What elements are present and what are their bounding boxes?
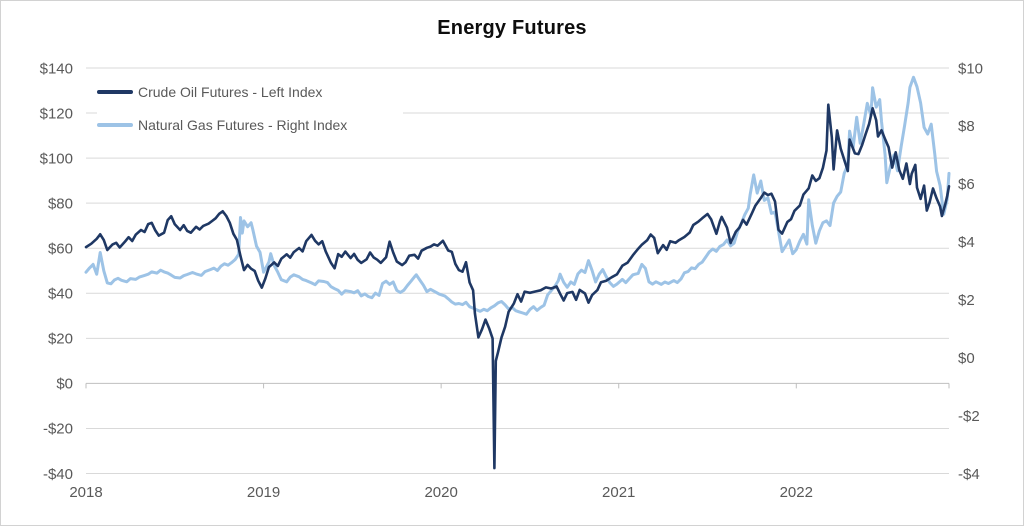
left-axis-tick-label: $140 — [40, 60, 73, 77]
x-axis-tick-label: 2021 — [602, 484, 635, 501]
x-axis-tick-label: 2019 — [247, 484, 280, 501]
legend-label-natural-gas: Natural Gas Futures - Right Index — [138, 116, 348, 133]
right-axis-tick-label: $8 — [958, 118, 975, 135]
right-axis-tick-label: -$4 — [958, 466, 980, 483]
left-axis-tick-label: $40 — [48, 286, 73, 303]
crude-oil-line-swatch-icon — [97, 89, 133, 94]
legend-item-crude-oil: Crude Oil Futures - Left Index — [97, 75, 403, 108]
x-axis-tick-label: 2020 — [424, 484, 457, 501]
series-line-natural-gas-futures-right-index — [84, 75, 951, 316]
legend-item-natural-gas: Natural Gas Futures - Right Index — [97, 108, 403, 141]
legend: Crude Oil Futures - Left Index Natural G… — [97, 73, 403, 143]
left-axis-tick-label: $80 — [48, 195, 73, 212]
left-axis-tick-label: $120 — [40, 105, 73, 122]
right-axis-tick-label: $4 — [958, 234, 975, 251]
right-axis-tick-label: -$2 — [958, 408, 980, 425]
left-axis-tick-label: $0 — [56, 376, 73, 393]
right-axis-tick-label: $2 — [958, 292, 975, 309]
x-axis-tick-label: 2022 — [780, 484, 813, 501]
left-axis-tick-label: $20 — [48, 331, 73, 348]
right-axis-tick-label: $0 — [958, 350, 975, 367]
x-axis-tick-label: 2018 — [69, 484, 102, 501]
legend-label-crude-oil: Crude Oil Futures - Left Index — [138, 83, 323, 100]
left-axis-tick-label: -$40 — [43, 466, 73, 483]
left-axis-tick-label: $60 — [48, 240, 73, 257]
chart-title: Energy Futures — [437, 17, 587, 39]
left-axis-tick-label: $100 — [40, 150, 73, 167]
right-axis-tick-label: $6 — [958, 176, 975, 193]
series-line-crude-oil-futures-left-index — [84, 103, 951, 470]
left-axis-tick-label: -$20 — [43, 421, 73, 438]
right-axis-tick-label: $10 — [958, 60, 983, 77]
natural-gas-line-swatch-icon — [97, 122, 133, 127]
